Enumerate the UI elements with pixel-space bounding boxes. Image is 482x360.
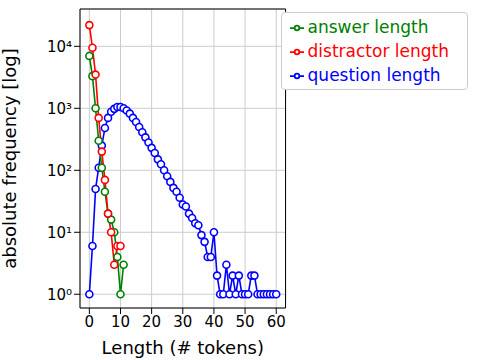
- html-text:distractor length: distractor length: [307, 41, 449, 61]
- svg-text:30: 30: [173, 313, 192, 331]
- svg-text:0: 0: [85, 313, 95, 331]
- svg-text:10⁰: 10⁰: [47, 286, 72, 304]
- svg-text:Length (# tokens): Length (# tokens): [102, 337, 264, 358]
- svg-text:10¹: 10¹: [47, 224, 72, 242]
- svg-text:10: 10: [111, 313, 130, 331]
- svg-text:20: 20: [142, 313, 161, 331]
- svg-text:50: 50: [236, 313, 255, 331]
- svg-text:absolute frequency [log]: absolute frequency [log]: [8, 48, 20, 269]
- svg-text:10²: 10²: [47, 162, 72, 180]
- svg-text:10⁴: 10⁴: [47, 38, 72, 56]
- svg-text:10³: 10³: [47, 100, 72, 118]
- svg-text:40: 40: [204, 313, 223, 331]
- html-text:question length: question length: [307, 65, 441, 85]
- svg-text:60: 60: [267, 313, 286, 331]
- html-text:answer length: answer length: [307, 17, 429, 37]
